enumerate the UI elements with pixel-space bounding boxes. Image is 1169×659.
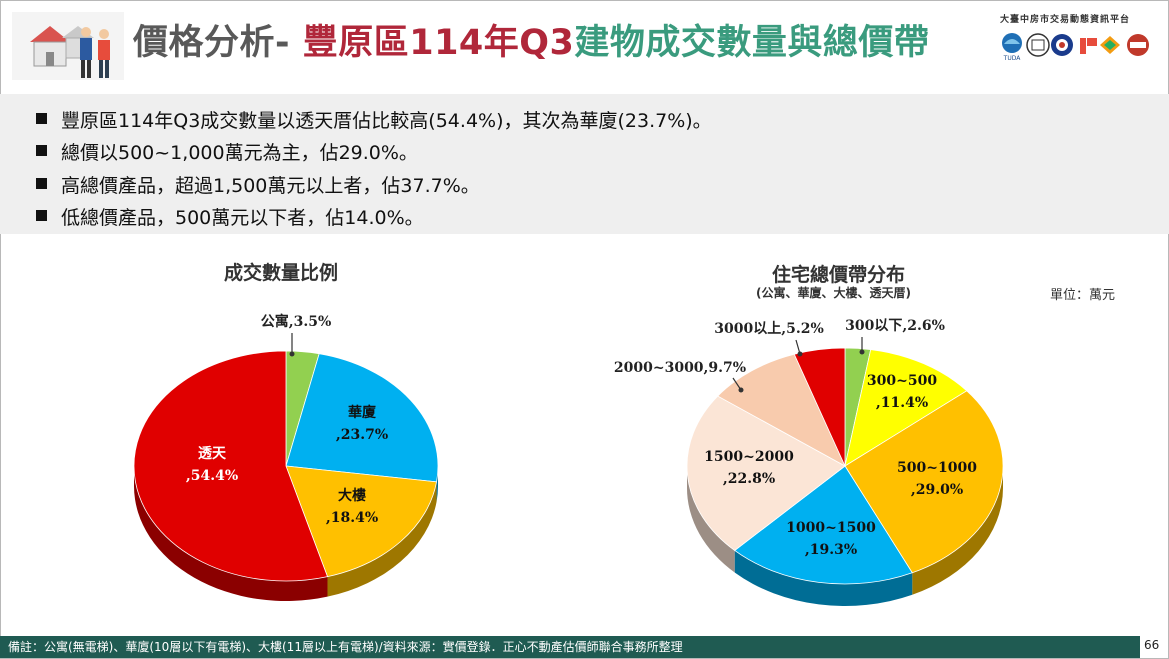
bullet-square-icon xyxy=(36,210,47,221)
data-label-category: 300~500 xyxy=(867,373,937,389)
data-label-category: 透天 xyxy=(198,446,227,462)
pie-slice-300~500 xyxy=(844,349,968,467)
pie-slice-1000~1500 xyxy=(734,465,913,585)
summary-panel: 豐原區114年Q3成交數量以透天厝佔比較高(54.4%)，其次為華廈(23.7%… xyxy=(0,94,1169,234)
page-title: 價格分析- 豐原區114年Q3建物成交數量與總價帶 xyxy=(133,14,929,74)
pie-side-1000~1500 xyxy=(734,550,913,606)
agency-name: 大臺中房市交易動態資訊平台 xyxy=(1000,15,1131,25)
leader-dot xyxy=(289,351,295,357)
bullet-text: 總價以500~1,000萬元為主，佔29.0%。 xyxy=(61,142,418,164)
summary-bullet: 低總價產品，500萬元以下者，佔14.0%。 xyxy=(36,203,424,230)
bullet-square-icon xyxy=(36,178,47,189)
title-part-topic: 建物成交數量與總價帶 xyxy=(574,23,930,63)
leader-dot xyxy=(797,351,803,357)
data-label-category: 1500~2000 xyxy=(704,449,794,465)
pie-side-1500~2000 xyxy=(687,466,735,573)
bullet-text: 低總價產品，500萬元以下者，佔14.0%。 xyxy=(61,207,424,229)
tuda-logo-icon: TUDA xyxy=(1002,33,1022,62)
pie-slice-華廈 xyxy=(285,353,439,483)
pie-slice-透天 xyxy=(133,350,329,582)
ip-logo-icon xyxy=(1080,38,1086,54)
chart-2-subtitle: (公寓、華廈、大樓、透天厝) xyxy=(756,286,911,300)
data-label-category: 華廈 xyxy=(348,404,376,421)
house-people-illustration xyxy=(12,12,124,80)
data-label: 300以下,2.6% xyxy=(845,318,945,334)
pie-slice-1500~2000 xyxy=(686,395,846,551)
data-label: 3000以上,5.2% xyxy=(714,321,824,337)
pie-slice-大樓 xyxy=(285,465,438,578)
data-label-category: 1000~1500 xyxy=(786,520,876,536)
data-label-value: ,22.8% xyxy=(723,471,775,487)
pie-side-透天 xyxy=(134,466,328,601)
data-label: 公寓,3.5% xyxy=(261,313,332,330)
bullet-square-icon xyxy=(36,145,47,156)
pie-side-500~1000 xyxy=(912,466,1003,595)
bullet-text: 豐原區114年Q3成交數量以透天厝佔比較高(54.4%)，其次為華廈(23.7%… xyxy=(61,110,712,132)
footer-note: 備註：公寓(無電梯)、華廈(10層以下有電梯)、大樓(11層以上有電梯)/資料來… xyxy=(0,636,1140,658)
data-label-value: ,23.7% xyxy=(336,427,388,443)
pie-slice-3000以上 xyxy=(793,347,846,467)
data-label-value: ,19.3% xyxy=(805,542,857,558)
partner-logos: TUDA xyxy=(1002,33,1149,62)
bullet-square-icon xyxy=(36,113,47,124)
chart-2-title: 住宅總價帶分布 xyxy=(772,264,906,286)
title-part-district: 豐原區114年Q3 xyxy=(302,23,575,63)
data-label: 2000~3000,9.7% xyxy=(614,360,746,376)
data-label-value: ,11.4% xyxy=(876,395,928,411)
pie-chart-2: 300以下,2.6% 300~500 ,11.4% 500~1000 ,29.0% 100… xyxy=(614,318,1004,606)
data-label-value: ,54.4% xyxy=(186,468,238,484)
tuda-logo-text: TUDA xyxy=(1003,55,1022,62)
summary-bullet: 豐原區114年Q3成交數量以透天厝佔比較高(54.4%)，其次為華廈(23.7%… xyxy=(36,106,712,133)
title-part-analysis: 價格分析- xyxy=(133,23,291,63)
unit-label: 單位：萬元 xyxy=(1050,288,1116,303)
data-label-category: 500~1000 xyxy=(897,460,977,476)
summary-bullet: 高總價產品，超過1,500萬元以上者，佔37.7%。 xyxy=(36,171,480,198)
leader-dot xyxy=(859,349,865,355)
summary-bullet: 總價以500~1,000萬元為主，佔29.0%。 xyxy=(36,138,418,165)
pie-side-大樓 xyxy=(327,481,437,597)
data-label-category: 大樓 xyxy=(338,487,366,504)
data-label-value: ,18.4% xyxy=(326,510,378,526)
data-label-value: ,29.0% xyxy=(911,482,963,498)
chart-1-title: 成交數量比例 xyxy=(224,262,339,284)
pie-slice-2000~3000 xyxy=(717,353,846,467)
leader-dot xyxy=(738,387,744,393)
bullet-text: 高總價產品，超過1,500萬元以上者，佔37.7%。 xyxy=(61,175,480,197)
pie-slice-500~1000 xyxy=(844,390,1004,574)
page-number: 66 xyxy=(1144,638,1160,652)
pie-chart-1: 公寓,3.5% 華廈 ,23.7% 大樓 ,18.4% 透天 ,54.4% xyxy=(133,313,439,601)
